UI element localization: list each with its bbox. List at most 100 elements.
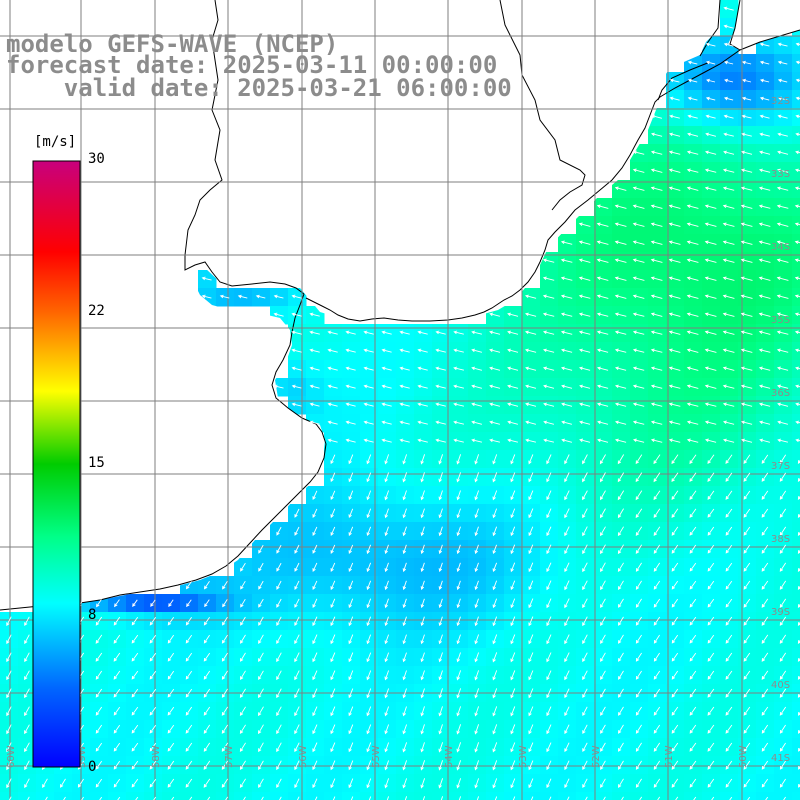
wind-arrow [705, 42, 716, 47]
wind-arrow [671, 706, 679, 716]
wind-arrow [366, 454, 372, 465]
wind-arrow [113, 670, 121, 680]
wind-arrow [366, 472, 372, 483]
wind-arrow [492, 688, 498, 699]
wind-arrow [704, 294, 717, 299]
field-cell [792, 414, 800, 433]
field-cell [594, 792, 613, 800]
wind-arrow [258, 742, 264, 753]
wind-arrow [167, 724, 175, 734]
wind-arrow [384, 616, 389, 627]
wind-arrow [671, 580, 679, 590]
wind-arrow [779, 688, 787, 698]
wind-arrow [348, 544, 354, 554]
wind-arrow [348, 598, 354, 609]
wind-arrow [438, 778, 444, 789]
wind-arrow [131, 616, 139, 626]
wind-arrow [671, 544, 679, 554]
wind-arrow [348, 688, 354, 699]
wind-arrow [723, 6, 734, 11]
wind-arrow [149, 742, 157, 752]
wind-arrow [438, 706, 443, 717]
wind-arrow [742, 78, 752, 83]
wind-arrow [797, 675, 800, 680]
wind-arrow [149, 616, 157, 626]
wind-arrow [707, 742, 715, 752]
wind-arrow [582, 580, 588, 591]
wind-arrow [795, 42, 800, 47]
field-cell [522, 792, 541, 800]
wind-arrow [777, 420, 789, 425]
wind-arrow [528, 526, 534, 537]
wind-arrow [560, 276, 573, 281]
wind-arrow [185, 581, 192, 590]
wind-arrow [761, 634, 769, 644]
wind-arrow [632, 168, 645, 173]
wind-arrow [566, 796, 570, 800]
wind-arrow [599, 454, 606, 465]
wind-arrow [723, 24, 734, 29]
wind-arrow [381, 384, 392, 389]
wind-arrow [689, 472, 697, 482]
wind-arrow [420, 652, 425, 663]
wind-arrow [686, 366, 699, 371]
wind-arrow [492, 670, 498, 681]
wind-arrow [795, 78, 800, 83]
wind-arrow [797, 639, 800, 645]
wind-arrow [471, 348, 483, 353]
wind-arrow [402, 526, 407, 537]
wind-arrow [348, 724, 354, 735]
wind-arrow [618, 616, 624, 626]
wind-arrow [723, 114, 734, 119]
wind-arrow [564, 616, 570, 627]
wind-arrow [600, 526, 606, 537]
wind-arrow [614, 402, 627, 407]
wind-arrow [741, 96, 752, 101]
wind-arrow [632, 420, 645, 425]
wind-arrow [614, 330, 627, 335]
wind-arrow [650, 222, 663, 227]
wind-arrow [167, 760, 175, 770]
wind-arrow [384, 544, 389, 555]
wind-arrow [704, 384, 717, 389]
field-cell [198, 792, 217, 800]
wind-arrow [743, 778, 751, 788]
wind-arrow [725, 634, 733, 644]
coastline-plata-west [184, 0, 305, 295]
wind-arrow [671, 652, 679, 662]
wind-arrow [668, 402, 681, 407]
wind-arrow [614, 348, 627, 353]
wind-arrow [95, 724, 103, 734]
field-cell [0, 792, 19, 800]
wind-arrow [741, 132, 752, 137]
wind-arrow [510, 652, 516, 663]
wind-arrow [653, 760, 661, 770]
wind-arrow [777, 96, 788, 101]
wind-arrow [617, 526, 624, 537]
wind-arrow [510, 454, 516, 465]
wind-arrow [671, 616, 679, 626]
wind-arrow [635, 544, 643, 554]
wind-arrow [729, 796, 733, 800]
longitude-label: 54W [444, 745, 455, 768]
wind-arrow [366, 760, 372, 771]
wind-arrow [797, 603, 800, 609]
wind-arrow [440, 796, 444, 800]
wind-arrow [314, 796, 318, 800]
wind-arrow [366, 526, 372, 537]
wind-arrow [743, 508, 751, 518]
wind-arrow [546, 472, 552, 483]
wind-arrow [564, 778, 570, 789]
wind-arrow [312, 688, 318, 699]
wind-arrow [456, 616, 461, 627]
wind-arrow [632, 204, 645, 209]
wind-arrow [239, 724, 246, 735]
wind-arrow [776, 348, 789, 353]
wind-arrow [741, 114, 752, 119]
wind-arrow [258, 580, 264, 590]
wind-arrow [564, 742, 570, 753]
wind-arrow [219, 294, 230, 299]
wind-arrow [546, 760, 552, 771]
wind-arrow [345, 348, 356, 353]
wind-arrow [131, 670, 139, 680]
